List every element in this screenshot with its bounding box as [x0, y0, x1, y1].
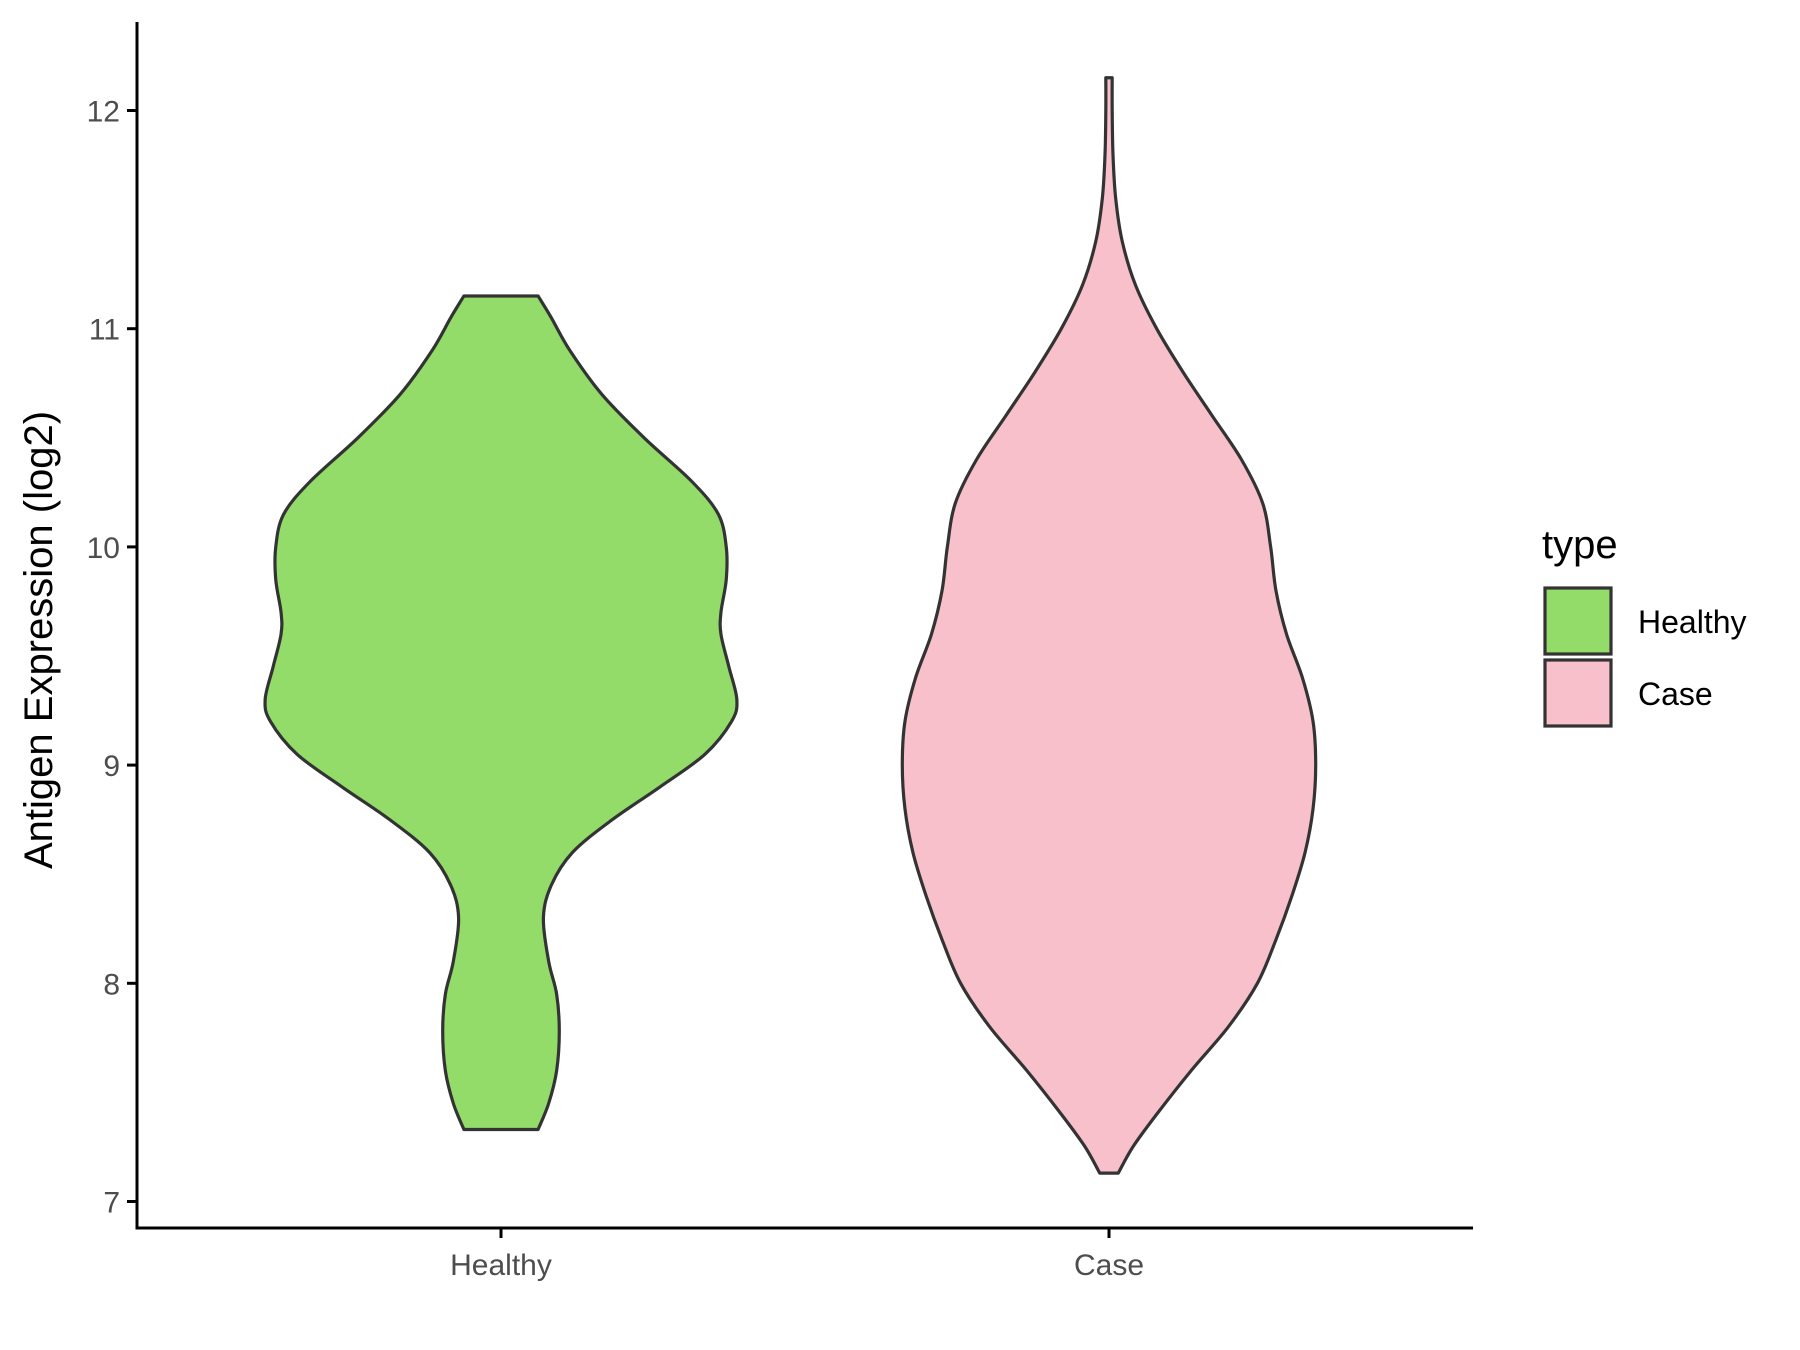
y-tick-label: 9 — [103, 750, 120, 783]
axes-layer: 7 8 9 10 11 12 Healthy Case — [87, 22, 1473, 1282]
legend-label-healthy: Healthy — [1638, 604, 1747, 640]
legend-entries: Healthy Case — [1543, 586, 1747, 728]
y-ticks: 7 8 9 10 11 12 — [87, 96, 137, 1220]
x-tick-label: Healthy — [450, 1249, 552, 1282]
violin-case — [900, 76, 1318, 1175]
violins-layer — [263, 76, 1318, 1175]
x-tick-label: Case — [1074, 1249, 1144, 1282]
legend-label-case: Case — [1638, 676, 1713, 712]
legend-key-case — [1543, 658, 1613, 728]
y-tick-label: 12 — [87, 96, 120, 129]
y-axis-title: Antigen Expression (log2) — [17, 411, 61, 869]
y-tick-label: 8 — [103, 968, 120, 1001]
y-tick-label: 11 — [89, 314, 120, 347]
x-ticks: Healthy Case — [450, 1228, 1144, 1282]
y-tick-label: 7 — [103, 1187, 120, 1220]
legend-title: type — [1542, 523, 1618, 567]
y-tick-label: 10 — [87, 532, 120, 565]
legend: type Healthy Case — [1542, 523, 1747, 728]
violin-healthy — [263, 294, 739, 1132]
legend-key-healthy — [1543, 586, 1613, 656]
